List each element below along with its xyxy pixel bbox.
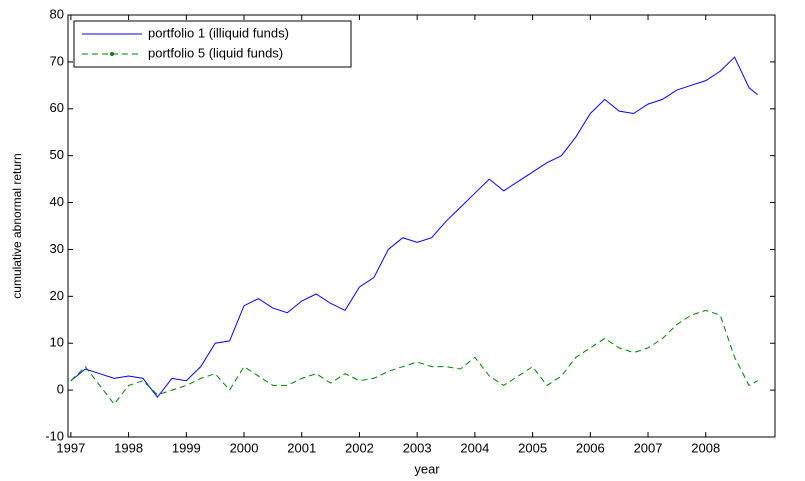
legend-label: portfolio 1 (illiquid funds): [148, 25, 289, 40]
x-axis-label: year: [414, 461, 440, 476]
legend-marker: [110, 52, 114, 56]
y-tick-label: 40: [50, 194, 64, 209]
y-axis-label: cumulative abnormal return: [10, 153, 24, 298]
legend-box: [73, 20, 352, 68]
y-tick-label: 0: [57, 382, 64, 397]
y-tick-label: 20: [50, 288, 64, 303]
y-tick-label: 10: [50, 335, 64, 350]
y-tick-label: 80: [50, 6, 64, 21]
x-tick-label: 2003: [403, 440, 432, 455]
y-tick-label: 30: [50, 241, 64, 256]
x-tick-label: 1999: [172, 440, 201, 455]
x-tick-label: 2000: [230, 440, 259, 455]
x-tick-label: 2002: [345, 440, 374, 455]
legend-label: portfolio 5 (liquid funds): [148, 45, 283, 60]
x-tick-label: 2004: [460, 440, 489, 455]
x-tick-label: 2007: [634, 440, 663, 455]
x-tick-label: 1998: [114, 440, 143, 455]
y-tick-label: 50: [50, 147, 64, 162]
y-tick-label: 60: [50, 100, 64, 115]
x-tick-label: 2001: [287, 440, 316, 455]
x-tick-label: 2005: [518, 440, 547, 455]
x-tick-label: 2008: [691, 440, 720, 455]
x-tick-label: 2006: [576, 440, 605, 455]
plot-frame: [67, 14, 776, 438]
series-line: [70, 309, 758, 406]
series-line: [70, 56, 759, 398]
y-tick-label: 70: [50, 53, 64, 68]
x-tick-label: 1997: [56, 440, 85, 455]
y-tick-label: -10: [45, 428, 64, 443]
